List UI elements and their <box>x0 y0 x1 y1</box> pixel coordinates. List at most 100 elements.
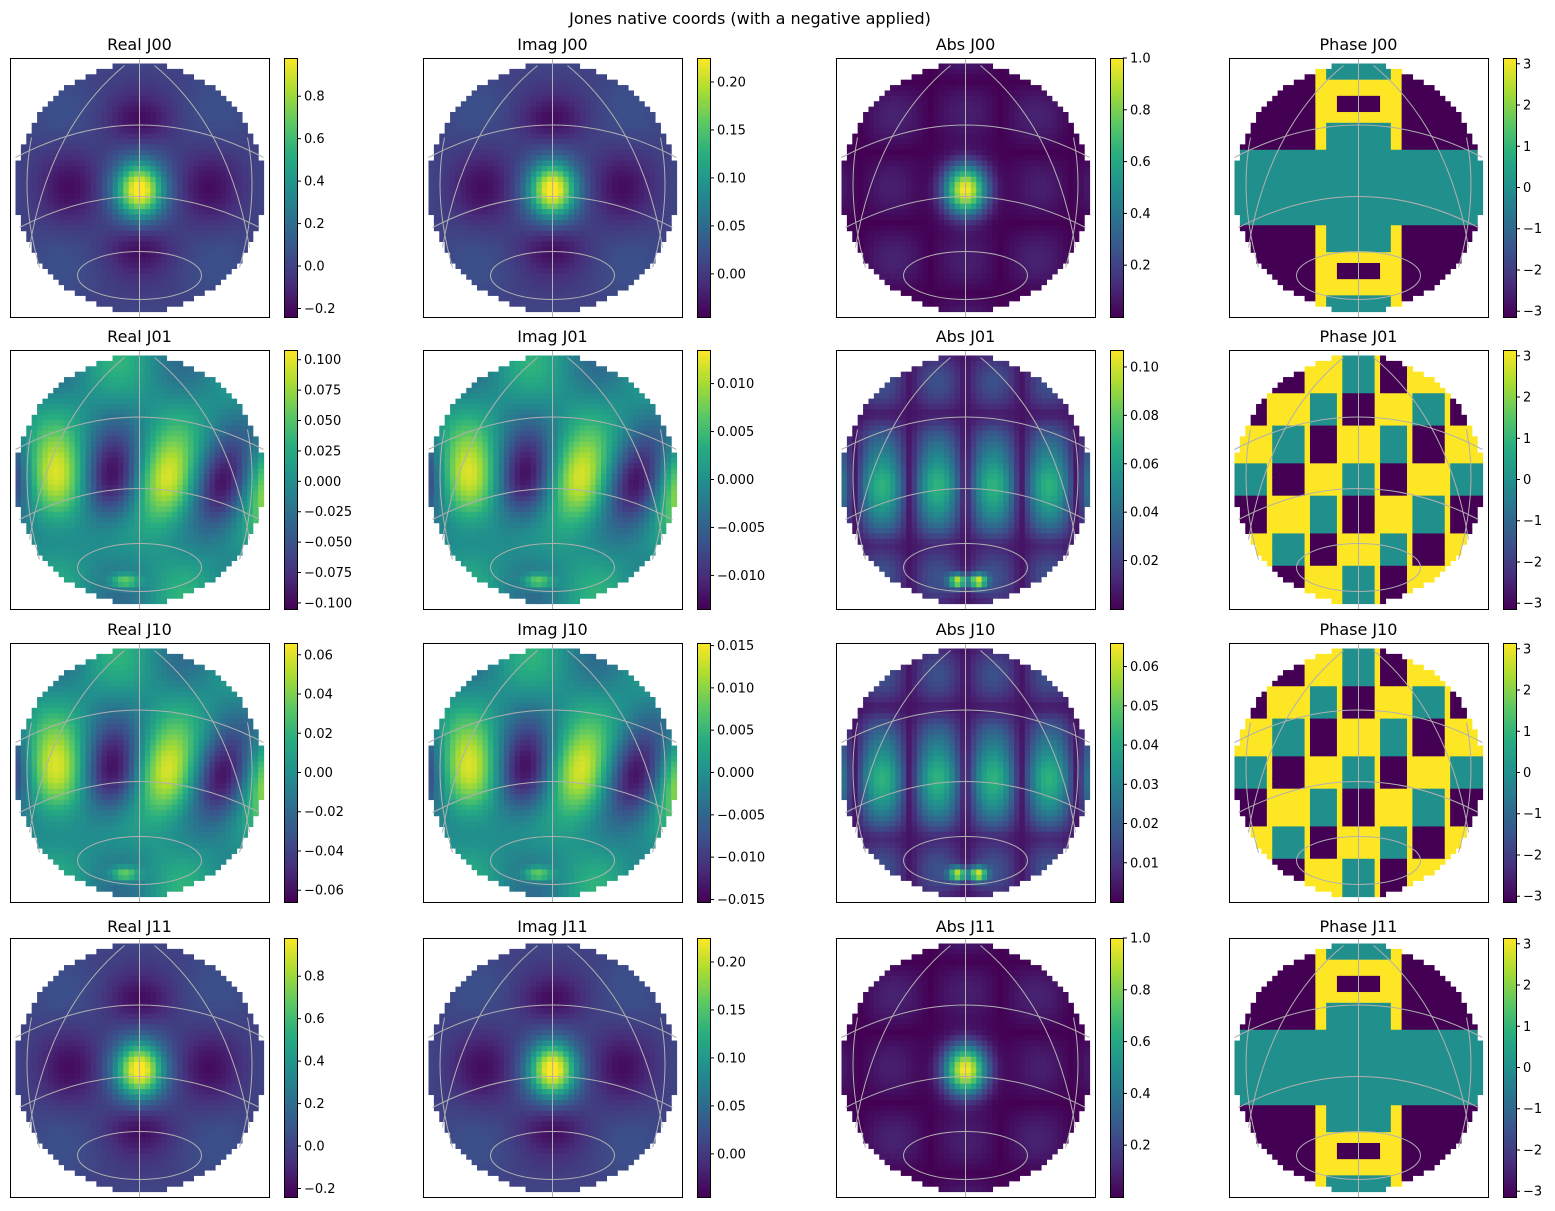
heatmap-cell <box>515 155 521 161</box>
heatmap-cell <box>172 225 178 231</box>
heatmap-cell <box>585 274 591 280</box>
heatmap-cell <box>32 171 38 177</box>
heatmap-cell <box>166 188 172 194</box>
heatmap-cell <box>107 214 113 220</box>
heatmap-cell <box>472 252 478 258</box>
heatmap-cell <box>482 214 488 220</box>
heatmap-cell <box>96 80 102 86</box>
heatmap-cell <box>86 236 92 242</box>
heatmap-cell <box>37 252 43 258</box>
heatmap-cell <box>102 90 108 96</box>
heatmap-cell <box>37 236 43 242</box>
heatmap-cell <box>493 252 499 258</box>
heatmap-cell <box>183 182 189 188</box>
heatmap-cell <box>118 166 124 172</box>
heatmap-cell <box>885 225 891 231</box>
heatmap-cell <box>526 80 532 86</box>
heatmap-cell <box>96 96 102 102</box>
heatmap-cell <box>237 139 243 145</box>
heatmap-cell <box>226 123 232 129</box>
heatmap-cell <box>585 268 591 274</box>
heatmap-cell <box>531 301 537 307</box>
heatmap-cell <box>215 96 221 102</box>
heatmap-cell <box>542 182 548 188</box>
heatmap-cell <box>450 171 456 177</box>
heatmap-cell <box>204 107 210 113</box>
heatmap-cell <box>477 220 483 226</box>
heatmap-cell <box>655 166 661 172</box>
heatmap-cell <box>536 193 542 199</box>
heatmap-cell <box>644 241 650 247</box>
heatmap-cell <box>75 247 81 253</box>
heatmap-cell <box>563 301 569 307</box>
heatmap-cell <box>253 171 259 177</box>
heatmap-cell <box>445 198 451 204</box>
heatmap-cell <box>574 177 580 183</box>
heatmap-cell <box>526 85 532 91</box>
heatmap-cell <box>874 128 880 134</box>
heatmap-cell <box>504 285 510 291</box>
heatmap-cell <box>633 193 639 199</box>
heatmap-cell <box>499 80 505 86</box>
heatmap-cell <box>558 220 564 226</box>
heatmap-cell <box>16 161 22 167</box>
heatmap-cell <box>145 112 151 118</box>
heatmap-cell <box>140 263 146 269</box>
heatmap-cell <box>885 247 891 253</box>
heatmap-cell <box>118 101 124 107</box>
heatmap-cell <box>633 123 639 129</box>
heatmap-cell <box>113 285 119 291</box>
heatmap-cell <box>75 123 81 129</box>
heatmap-cell <box>204 96 210 102</box>
heatmap-cell <box>879 96 885 102</box>
heatmap-cell <box>118 258 124 264</box>
heatmap-cell <box>499 263 505 269</box>
heatmap-cell <box>499 231 505 237</box>
heatmap-cell <box>210 209 216 215</box>
heatmap-cell <box>113 306 119 312</box>
heatmap-cell <box>623 150 629 156</box>
heatmap-cell <box>37 134 43 140</box>
heatmap-cell <box>145 193 151 199</box>
heatmap-cell <box>928 279 934 285</box>
heatmap-cell <box>623 252 629 258</box>
heatmap-cell <box>542 209 548 215</box>
heatmap-cell <box>59 236 65 242</box>
heatmap-cell <box>96 258 102 264</box>
heatmap-cell <box>204 177 210 183</box>
heatmap-cell <box>847 177 853 183</box>
heatmap-cell <box>526 188 532 194</box>
heatmap-cell <box>868 161 874 167</box>
heatmap-cell <box>215 268 221 274</box>
heatmap-cell <box>531 155 537 161</box>
heatmap-cell <box>890 263 896 269</box>
heatmap-cell <box>895 214 901 220</box>
heatmap-cell <box>895 193 901 199</box>
heatmap-cell <box>140 204 146 210</box>
heatmap-cell <box>129 204 135 210</box>
heatmap-cell <box>166 231 172 237</box>
heatmap-cell <box>472 236 478 242</box>
heatmap-cell <box>928 90 934 96</box>
heatmap-cell <box>488 155 494 161</box>
heatmap-cell <box>590 107 596 113</box>
heatmap-cell <box>504 166 510 172</box>
heatmap-cell <box>145 101 151 107</box>
heatmap-cell <box>220 252 226 258</box>
heatmap-cell <box>917 263 923 269</box>
heatmap-cell <box>928 236 934 242</box>
heatmap-cell <box>563 161 569 167</box>
heatmap-cell <box>445 166 451 172</box>
heatmap-cell <box>912 155 918 161</box>
heatmap-cell <box>123 193 129 199</box>
heatmap-cell <box>145 69 151 75</box>
heatmap-cell <box>922 236 928 242</box>
heatmap-cell <box>53 268 59 274</box>
heatmap-cell <box>912 112 918 118</box>
heatmap-cell <box>482 247 488 253</box>
heatmap-cell <box>874 241 880 247</box>
heatmap-cell <box>215 182 221 188</box>
heatmap-cell <box>553 252 559 258</box>
heatmap-cell <box>520 123 526 129</box>
heatmap-cell <box>868 225 874 231</box>
